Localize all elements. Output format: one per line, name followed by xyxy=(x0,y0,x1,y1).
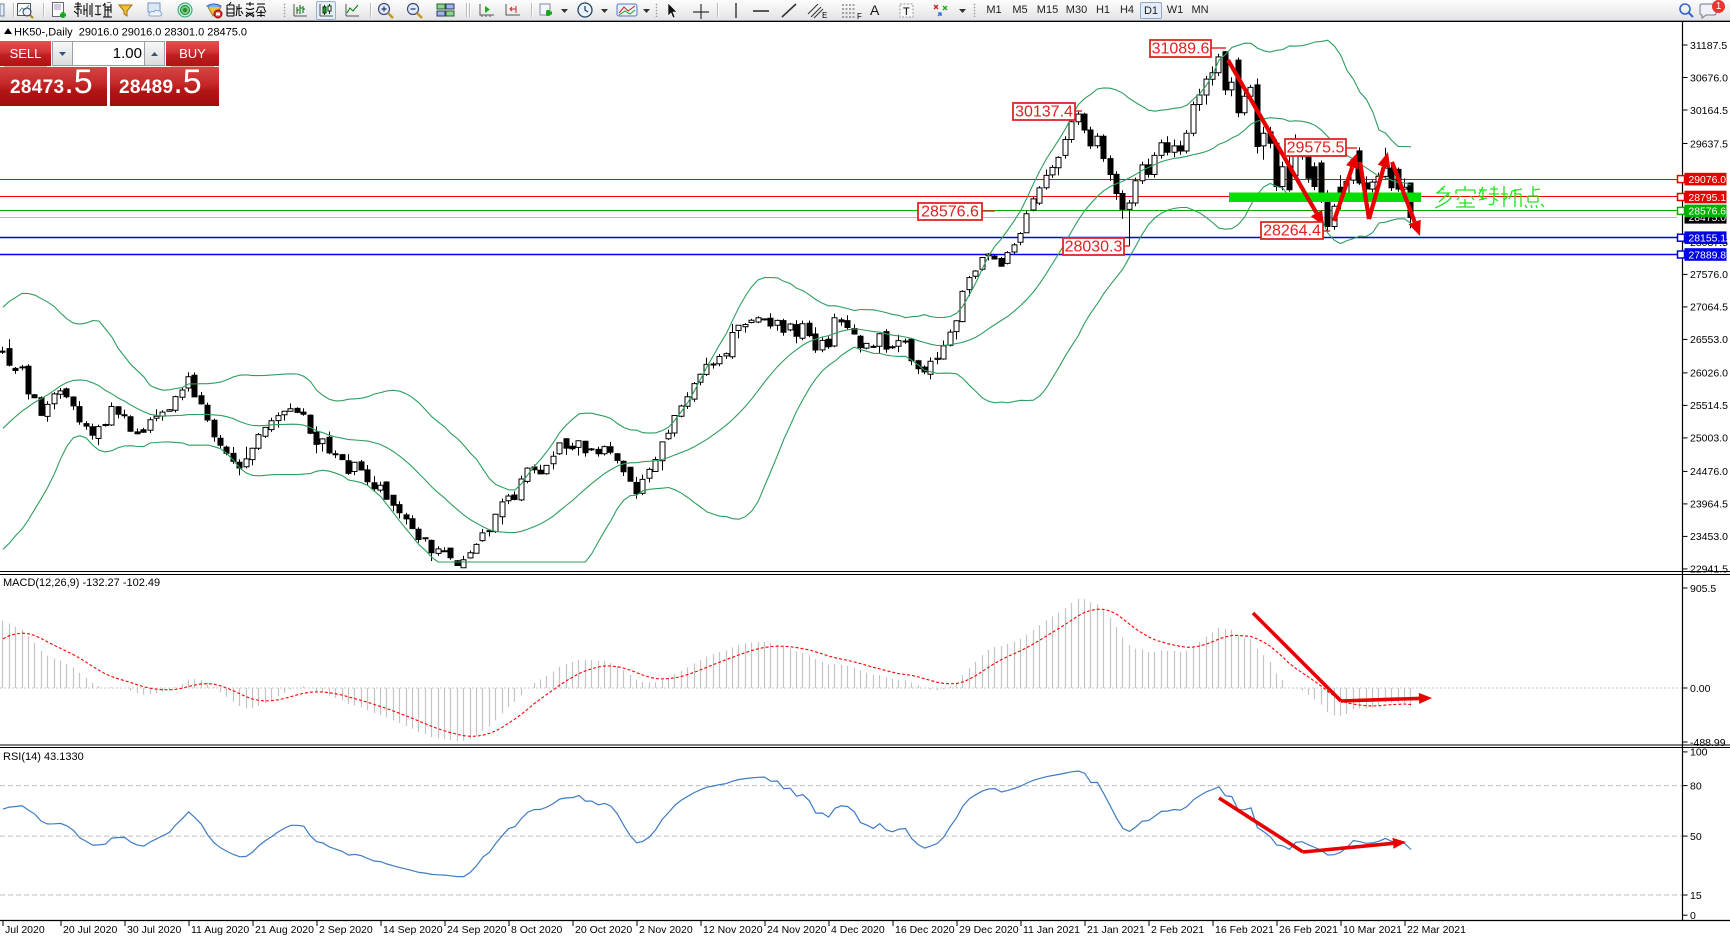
svg-text:11 Jan 2021: 11 Jan 2021 xyxy=(1023,924,1080,936)
svg-text:29 Dec 2020: 29 Dec 2020 xyxy=(959,924,1019,936)
svg-text:29637.5: 29637.5 xyxy=(1690,138,1728,150)
svg-text:27576.0: 27576.0 xyxy=(1690,269,1728,281)
svg-text:50: 50 xyxy=(1690,831,1702,843)
svg-text:T: T xyxy=(903,6,910,18)
svg-text:28576.6: 28576.6 xyxy=(1689,207,1727,218)
svg-text:22941.5: 22941.5 xyxy=(1690,564,1728,576)
svg-text:10 Mar 2021: 10 Mar 2021 xyxy=(1343,924,1402,936)
svg-text:28030.3: 28030.3 xyxy=(1065,239,1123,256)
svg-text:HK50-,Daily 29016.0 29016.0 2: HK50-,Daily 29016.0 29016.0 28301.0 2847… xyxy=(14,27,247,39)
svg-text:28155.1: 28155.1 xyxy=(1689,234,1727,245)
svg-text:22 Mar 2021: 22 Mar 2021 xyxy=(1407,924,1466,936)
svg-text:31187.5: 31187.5 xyxy=(1690,40,1727,52)
svg-text:31089.6: 31089.6 xyxy=(1152,41,1210,58)
svg-text:Jul 2020: Jul 2020 xyxy=(5,924,45,936)
svg-text:2 Nov 2020: 2 Nov 2020 xyxy=(639,924,693,936)
svg-text:0.00: 0.00 xyxy=(1690,683,1711,695)
svg-text:29076.0: 29076.0 xyxy=(1689,175,1727,186)
svg-text:12 Nov 2020: 12 Nov 2020 xyxy=(703,924,763,936)
svg-text:2 Feb 2021: 2 Feb 2021 xyxy=(1151,924,1204,936)
svg-text:8 Oct 2020: 8 Oct 2020 xyxy=(511,924,563,936)
svg-text:24476.0: 24476.0 xyxy=(1690,466,1728,478)
svg-text:26553.0: 26553.0 xyxy=(1690,334,1728,346)
svg-text:25003.0: 25003.0 xyxy=(1690,433,1728,445)
svg-text:80: 80 xyxy=(1690,780,1702,792)
svg-text:28795.1: 28795.1 xyxy=(1689,193,1727,204)
svg-text:21 Jan 2021: 21 Jan 2021 xyxy=(1087,924,1145,936)
svg-text:RSI(14) 43.1330: RSI(14) 43.1330 xyxy=(3,751,84,763)
svg-text:24 Nov 2020: 24 Nov 2020 xyxy=(767,924,827,936)
svg-text:905.5: 905.5 xyxy=(1690,583,1716,595)
svg-text:-488.99: -488.99 xyxy=(1690,737,1726,749)
svg-text:15: 15 xyxy=(1690,890,1702,902)
svg-text:27064.5: 27064.5 xyxy=(1690,302,1728,314)
svg-text:E: E xyxy=(822,11,827,19)
svg-text:28576.6: 28576.6 xyxy=(921,204,979,221)
svg-text:26026.0: 26026.0 xyxy=(1690,368,1728,380)
svg-text:28264.4: 28264.4 xyxy=(1263,223,1321,240)
svg-text:16 Feb 2021: 16 Feb 2021 xyxy=(1215,924,1274,936)
svg-text:29575.5: 29575.5 xyxy=(1287,140,1345,157)
svg-text:26 Feb 2021: 26 Feb 2021 xyxy=(1279,924,1338,936)
svg-text:100: 100 xyxy=(1690,747,1708,759)
svg-text:30 Jul 2020: 30 Jul 2020 xyxy=(127,924,181,936)
svg-text:21 Aug 2020: 21 Aug 2020 xyxy=(255,924,314,936)
svg-text:20 Oct 2020: 20 Oct 2020 xyxy=(575,924,632,936)
svg-text:16 Dec 2020: 16 Dec 2020 xyxy=(895,924,955,936)
svg-text:14 Sep 2020: 14 Sep 2020 xyxy=(383,924,443,936)
svg-text:2 Sep 2020: 2 Sep 2020 xyxy=(319,924,373,936)
svg-text:30676.0: 30676.0 xyxy=(1690,72,1728,84)
svg-text:23964.5: 23964.5 xyxy=(1690,499,1728,511)
svg-text:25514.5: 25514.5 xyxy=(1690,400,1728,412)
svg-text:20 Jul 2020: 20 Jul 2020 xyxy=(63,924,117,936)
svg-text:0: 0 xyxy=(1690,910,1696,922)
svg-text:24 Sep 2020: 24 Sep 2020 xyxy=(447,924,507,936)
svg-text:23453.0: 23453.0 xyxy=(1690,531,1728,543)
svg-text:30137.4: 30137.4 xyxy=(1015,104,1073,121)
svg-text:28475.0: 28475.0 xyxy=(1689,213,1727,224)
svg-text:30164.5: 30164.5 xyxy=(1690,105,1728,117)
svg-text:MACD(12,26,9) -132.27 -102.49: MACD(12,26,9) -132.27 -102.49 xyxy=(3,577,160,589)
svg-text:F: F xyxy=(857,12,862,19)
svg-text:11 Aug 2020: 11 Aug 2020 xyxy=(191,924,249,936)
svg-text:27889.8: 27889.8 xyxy=(1689,250,1727,261)
svg-text:4 Dec 2020: 4 Dec 2020 xyxy=(831,924,885,936)
